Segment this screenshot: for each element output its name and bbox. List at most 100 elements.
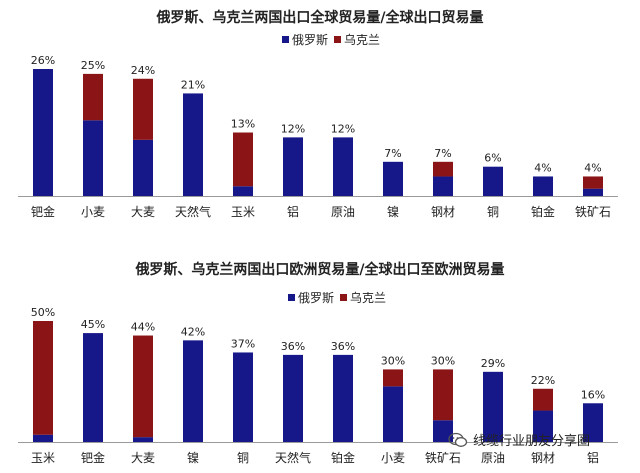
- bar-russia: [483, 371, 503, 442]
- legend-label-russia: 俄罗斯: [298, 291, 335, 305]
- chart-plot-global: 26% 钯金 25% 小麦 24% 大麦 21% 天然气 13% 玉米 12% 铝 12% 原油 7% 镍 7%…: [18, 54, 618, 219]
- category-label: 铝: [587, 450, 599, 465]
- data-label: 30%: [381, 354, 405, 367]
- category-label: 铜: [237, 450, 249, 465]
- bar-russia: [33, 434, 53, 442]
- bar-russia: [333, 354, 353, 442]
- data-label: 37%: [231, 337, 255, 350]
- data-label: 45%: [81, 318, 105, 331]
- wechat-icon: [448, 432, 468, 448]
- data-label: 7%: [384, 147, 401, 160]
- watermark-text: 线缆行业朋友分享圈: [473, 434, 591, 449]
- bar-ukraine: [533, 388, 553, 411]
- data-label: 42%: [181, 325, 205, 338]
- chart-legend: 俄罗斯 乌克兰: [282, 31, 380, 48]
- legend-item-russia: 俄罗斯: [282, 31, 328, 48]
- legend-item-russia: 俄罗斯: [288, 289, 334, 306]
- chart-title: 俄罗斯、乌克兰两国出口全球贸易量/全球出口贸易量: [156, 10, 484, 26]
- data-label: 30%: [431, 354, 455, 367]
- category-label: 镍: [187, 451, 199, 465]
- legend-swatch-ukraine: [334, 36, 342, 43]
- category-label: 钯金: [81, 450, 105, 465]
- category-label: 铂金: [531, 204, 555, 219]
- bar-russia: [533, 410, 553, 442]
- data-label: 13%: [231, 118, 255, 131]
- category-label: 天然气: [275, 450, 311, 465]
- chart-panel-europe: 50% 玉米 45% 钯金 44% 大麦 42% 镍 37% 铜 36% 天然气 36% 铂金 30% 小麦 3…: [0, 250, 640, 473]
- category-label: 铁矿石: [425, 451, 461, 465]
- bar-ukraine: [583, 176, 603, 189]
- data-label: 6%: [484, 152, 501, 165]
- category-label: 铜: [487, 204, 499, 219]
- bar-russia: [283, 354, 303, 442]
- bar-ukraine: [133, 78, 153, 140]
- data-label: 22%: [531, 374, 555, 387]
- category-label: 钢材: [531, 451, 555, 465]
- bar-ukraine: [83, 73, 103, 121]
- legend-swatch-ukraine: [340, 294, 348, 301]
- category-label: 小麦: [81, 205, 105, 219]
- category-label: 钢材: [431, 205, 455, 219]
- bar-russia: [483, 166, 503, 196]
- data-label: 29%: [481, 357, 505, 370]
- category-label: 钯金: [31, 204, 55, 219]
- bar-russia: [433, 420, 453, 442]
- watermark: 线缆行业朋友分享圈: [448, 430, 590, 449]
- bar-ukraine: [433, 161, 453, 177]
- data-label: 4%: [584, 161, 601, 174]
- data-label: 36%: [281, 340, 305, 353]
- bar-russia: [383, 161, 403, 196]
- data-label: 12%: [331, 122, 355, 135]
- chart-panel-global: 26% 钯金 25% 小麦 24% 大麦 21% 天然气 13% 玉米 12% 铝 12% 原油 7% 镍 7%…: [0, 0, 640, 232]
- category-label: 玉米: [231, 205, 255, 219]
- category-label: 大麦: [131, 451, 155, 465]
- bar-russia: [333, 137, 353, 196]
- legend-label-ukraine: 乌克兰: [350, 291, 387, 305]
- bar-russia: [433, 176, 453, 196]
- data-label: 25%: [81, 59, 105, 72]
- category-label: 镍: [387, 205, 399, 219]
- category-label: 大麦: [131, 205, 155, 219]
- bar-russia: [183, 93, 203, 196]
- data-label: 50%: [31, 306, 55, 319]
- legend-item-ukraine: 乌克兰: [340, 289, 386, 306]
- bar-russia: [233, 352, 253, 442]
- bar-russia: [583, 403, 603, 442]
- chart-legend: 俄罗斯 乌克兰: [288, 289, 386, 306]
- bar-ukraine: [433, 369, 453, 421]
- data-label: 24%: [131, 64, 155, 77]
- bar-russia: [383, 386, 403, 442]
- chart-plot-europe: 50% 玉米 45% 钯金 44% 大麦 42% 镍 37% 铜 36% 天然气 36% 铂金 30% 小麦 3…: [18, 306, 618, 465]
- bar-ukraine: [133, 335, 153, 438]
- category-label: 原油: [481, 451, 505, 465]
- data-label: 36%: [331, 340, 355, 353]
- category-label: 铝: [287, 204, 299, 219]
- bar-russia: [583, 188, 603, 196]
- bar-russia: [283, 137, 303, 196]
- legend-label-ukraine: 乌克兰: [344, 33, 381, 47]
- data-label: 26%: [31, 54, 55, 67]
- bar-russia: [83, 120, 103, 196]
- data-label: 21%: [181, 78, 205, 91]
- bar-russia: [133, 437, 153, 442]
- bar-russia: [133, 139, 153, 196]
- category-label: 小麦: [381, 451, 405, 465]
- data-label: 16%: [581, 388, 605, 401]
- bar-russia: [233, 186, 253, 196]
- legend-item-ukraine: 乌克兰: [334, 31, 380, 48]
- legend-label-russia: 俄罗斯: [292, 33, 329, 47]
- chart-title: 俄罗斯、乌克兰两国出口欧洲贸易量/全球出口至欧洲贸易量: [135, 262, 505, 278]
- data-label: 44%: [131, 321, 155, 334]
- bar-ukraine: [233, 132, 253, 187]
- data-label: 12%: [281, 122, 305, 135]
- legend-swatch-russia: [288, 294, 295, 301]
- bar-russia: [33, 69, 53, 196]
- category-label: 原油: [331, 205, 355, 219]
- bar-russia: [183, 340, 203, 442]
- legend-swatch-russia: [282, 36, 289, 43]
- bar-ukraine: [383, 369, 403, 387]
- category-label: 铁矿石: [575, 205, 611, 219]
- category-label: 天然气: [175, 204, 211, 219]
- bar-ukraine: [33, 321, 53, 435]
- bar-russia: [83, 333, 103, 442]
